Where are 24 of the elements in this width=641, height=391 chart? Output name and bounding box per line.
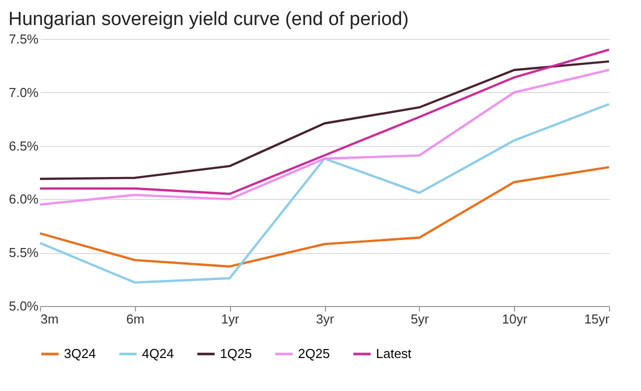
legend-label: Latest: [376, 346, 412, 361]
x-tick-label: 1yr: [221, 312, 240, 326]
line-series: [38, 68, 610, 206]
x-tick-label: 3m: [40, 312, 59, 326]
x-tick-label: 15yr: [584, 312, 610, 326]
y-tick-label: 5.0%: [8, 298, 39, 314]
x-tick-label: 3yr: [316, 312, 335, 326]
legend-label: 4Q24: [142, 346, 174, 361]
y-tick-label: 7.0%: [8, 84, 39, 100]
x-tick-label: 5yr: [410, 312, 430, 326]
legend-label: 2Q25: [298, 346, 330, 361]
legend-label: 3Q24: [64, 346, 96, 361]
x-tick-label: 10yr: [502, 312, 528, 326]
line-series: [38, 166, 610, 268]
chart-title: Hungarian sovereign yield curve (end of period): [8, 9, 409, 30]
y-tick-label: 6.5%: [8, 138, 39, 154]
line-series: [38, 103, 610, 284]
y-tick-label: 5.5%: [8, 245, 39, 260]
x-tick-label: 6m: [126, 312, 144, 326]
line-series: [38, 48, 610, 195]
line-series: [38, 60, 610, 180]
y-tick-label: 6.0%: [8, 192, 39, 207]
y-tick-label: 7.5%: [8, 32, 39, 46]
legend-label: 1Q25: [220, 346, 252, 361]
